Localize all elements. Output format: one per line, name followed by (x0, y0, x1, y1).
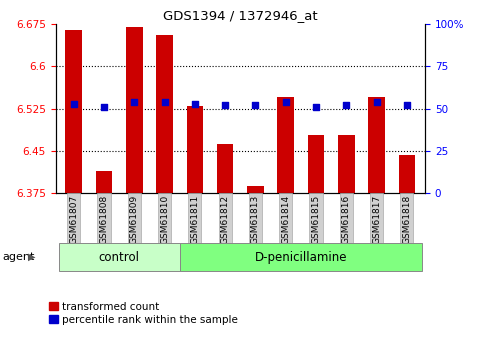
Point (130, 99, 138, 105)
Point (342, 102, 350, 108)
Bar (217, 144, 233, 193)
Bar (65, 30, 82, 193)
Point (312, 104, 320, 110)
Text: GSM61809: GSM61809 (130, 195, 139, 245)
Text: GSM61817: GSM61817 (372, 195, 381, 245)
Text: ▶: ▶ (28, 252, 36, 262)
Text: agent: agent (2, 252, 35, 262)
Point (282, 99, 290, 105)
Text: GSM61818: GSM61818 (402, 195, 412, 245)
Point (191, 101, 199, 106)
Bar (247, 186, 264, 193)
Bar (156, 36, 173, 193)
Text: D-penicillamine: D-penicillamine (255, 250, 347, 264)
Title: GDS1394 / 1372946_at: GDS1394 / 1372946_at (163, 9, 318, 22)
Text: GSM61808: GSM61808 (99, 195, 109, 245)
Text: GSM61811: GSM61811 (190, 195, 199, 245)
Bar (96, 171, 113, 193)
Point (373, 99, 381, 105)
Bar (398, 155, 415, 193)
Point (100, 104, 108, 110)
Text: GSM61815: GSM61815 (312, 195, 321, 245)
Point (252, 102, 259, 108)
Text: GSM61810: GSM61810 (160, 195, 169, 245)
Bar (308, 135, 325, 193)
Bar (368, 97, 385, 193)
Point (403, 102, 411, 108)
Text: GSM61807: GSM61807 (69, 195, 78, 245)
Text: GSM61816: GSM61816 (342, 195, 351, 245)
Point (221, 102, 229, 108)
Point (70, 101, 78, 106)
Point (161, 99, 169, 105)
FancyBboxPatch shape (58, 243, 180, 271)
FancyBboxPatch shape (180, 243, 422, 271)
Bar (338, 135, 355, 193)
Text: control: control (99, 250, 140, 264)
Bar (126, 27, 142, 193)
Text: GSM61812: GSM61812 (221, 195, 229, 244)
Text: GSM61813: GSM61813 (251, 195, 260, 245)
Text: GSM61814: GSM61814 (281, 195, 290, 244)
Bar (186, 106, 203, 193)
Legend: transformed count, percentile rank within the sample: transformed count, percentile rank withi… (49, 302, 238, 325)
Bar (277, 97, 294, 193)
